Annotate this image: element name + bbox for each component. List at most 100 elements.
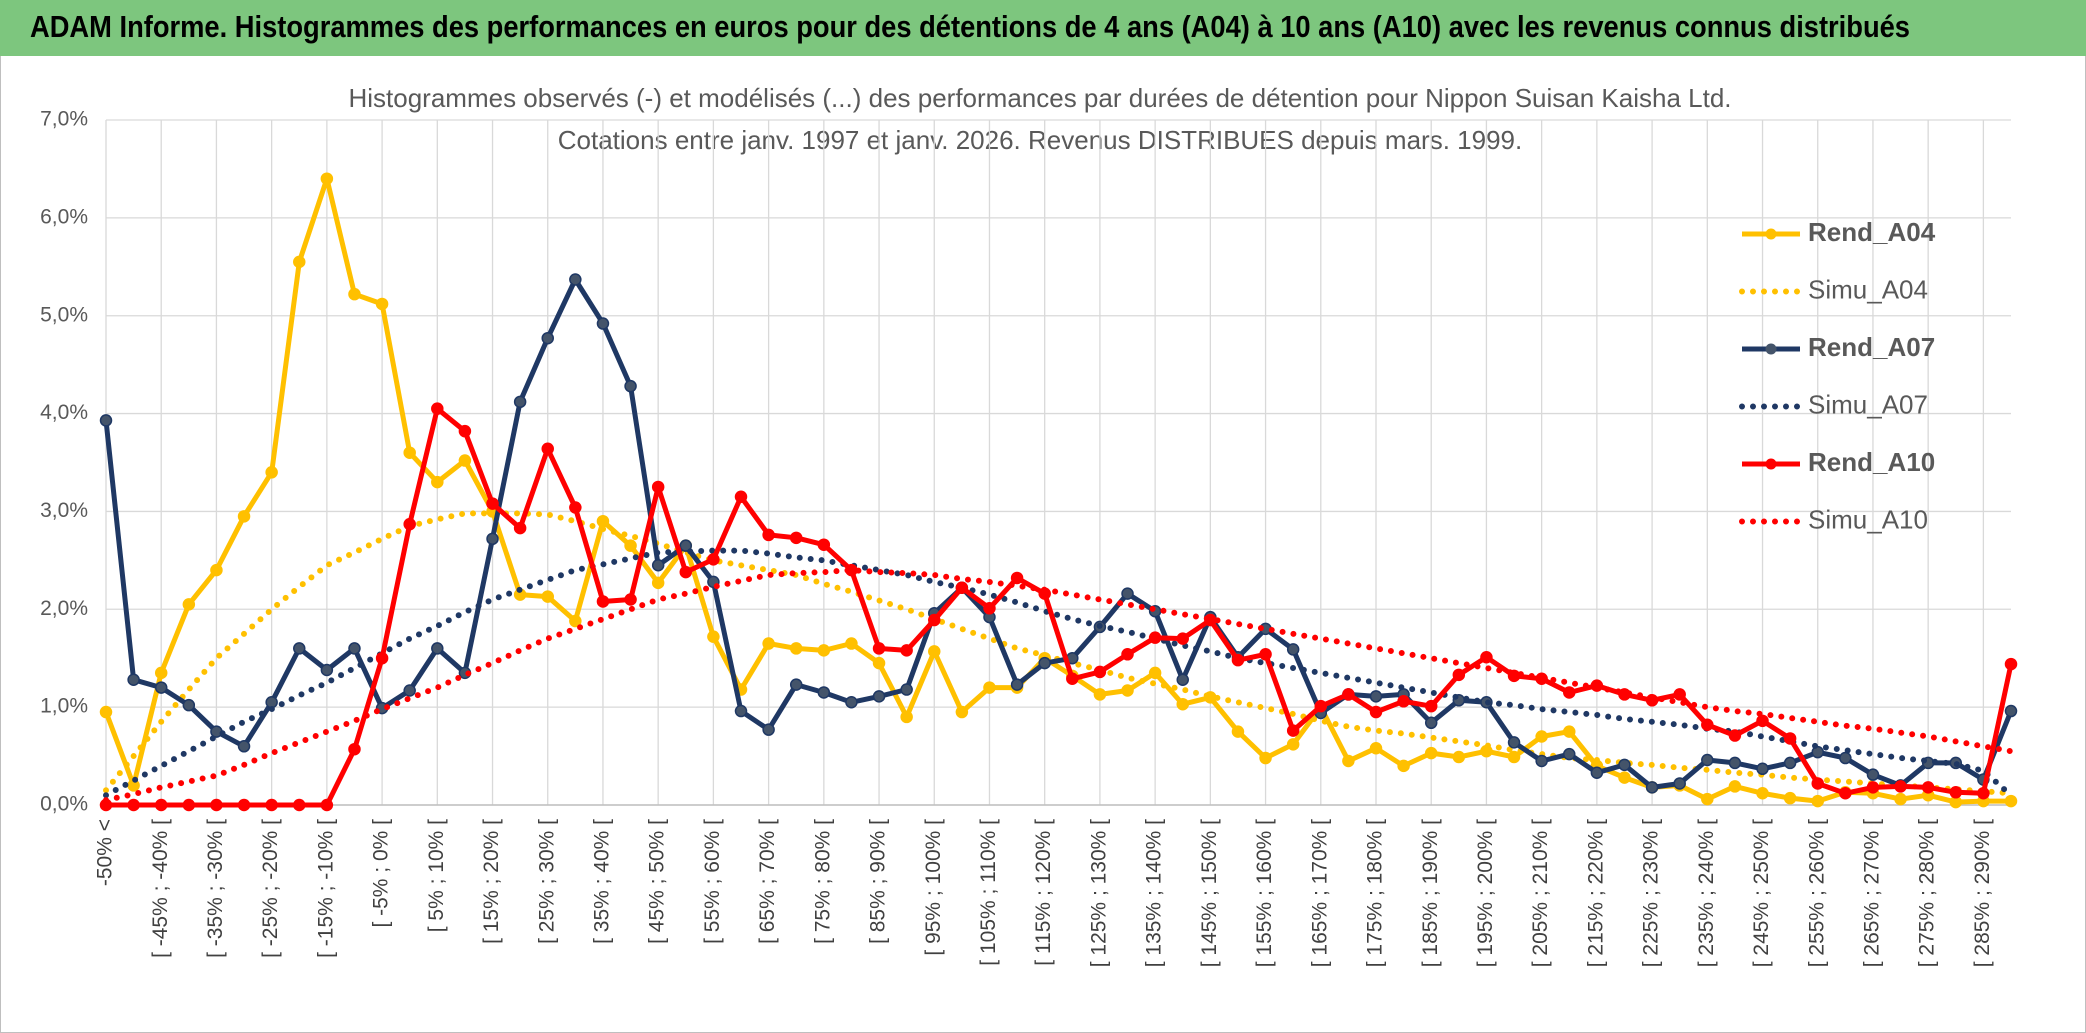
y-tick-label: 1,0% [40,695,88,718]
marker [1369,741,1383,755]
x-tick-label: [ 215% ; 220% [ [1584,819,1607,967]
marker [762,528,775,542]
marker [1701,718,1714,732]
x-tick-label: [ 35% ; 40% [ [591,819,614,944]
marker [1728,729,1742,742]
marker [651,480,665,494]
x-tick-label: [ 115% ; 120% [ [1032,819,1055,966]
x-tick-label: [ 15% ; 20% [ [480,819,503,944]
marker [955,581,969,595]
x-tick-label: [ 165% ; 170% [ [1308,819,1331,967]
marker [1507,736,1521,749]
marker [1176,673,1189,686]
marker [403,517,416,531]
marker [1397,695,1410,708]
y-tick-label: 2,0% [40,597,88,620]
marker [1286,643,1300,656]
marker [265,798,278,812]
marker [1563,725,1576,738]
x-tick-label: [ -5% ; 0% [ [370,819,393,928]
x-tick-label: [ 205% ; 210% [ [1529,819,1552,967]
marker [2004,704,2018,718]
marker [1811,777,1824,790]
marker [541,331,554,345]
marker [1286,738,1300,751]
marker [1176,697,1189,711]
marker [569,273,582,286]
marker [817,644,831,657]
legend-marker [1765,228,1777,240]
marker [1701,792,1714,806]
x-tick-label: -50% < [94,819,117,886]
marker [1369,690,1383,703]
marker [817,538,831,551]
marker [789,678,803,691]
marker [375,297,389,311]
marker [541,590,554,603]
marker [762,723,775,736]
marker [265,466,278,479]
marker [872,642,886,655]
marker [1424,746,1438,760]
marker [569,501,582,514]
marker [900,710,913,724]
marker [1645,781,1659,794]
marker [375,651,389,665]
marker [1977,787,1990,800]
marker [1839,751,1852,765]
marker [348,287,361,301]
header-title: ADAM Informe. Histogrammes des performan… [30,9,1910,44]
marker [651,576,665,590]
marker [154,681,168,694]
x-tick-label: [ 185% ; 190% [ [1419,819,1442,967]
marker [2004,657,2018,671]
marker [1231,653,1245,667]
marker [431,475,444,489]
marker [845,696,858,709]
marker [900,683,913,696]
y-tick-label: 0,0% [40,793,88,816]
x-tick-label: [ 265% ; 270% [ [1861,819,1884,967]
x-tick-label: [ -45% ; -40% [ [149,819,172,958]
marker [651,559,665,572]
x-tick-label: [ 95% ; 100% [ [922,819,945,956]
marker [1783,756,1797,770]
marker [320,172,334,185]
x-tick-label: [ 195% ; 200% [ [1474,819,1497,967]
marker [596,317,610,330]
x-tick-label: [ 155% ; 160% [ [1253,819,1276,967]
x-tick-label: [ -25% ; -20% [ [259,819,282,958]
marker [1286,724,1300,737]
marker [928,613,941,627]
marker [679,565,693,579]
legend-label: Rend_A10 [1808,447,1935,477]
y-tick-label: 4,0% [40,401,88,424]
series-line [106,406,2014,808]
marker [1452,668,1466,682]
x-tick-label: [ 105% ; 110% [ [977,819,1000,966]
marker [1480,650,1493,664]
marker [210,563,223,577]
marker [679,539,693,552]
marker [127,798,140,812]
marker [403,684,416,697]
marker [486,532,499,546]
x-tick-label: [ 5% ; 10% [ [425,819,448,932]
marker [1121,684,1134,697]
marker [513,395,527,409]
marker [320,663,334,677]
marker [513,521,527,535]
marker [1949,786,1963,799]
marker [1563,686,1576,699]
marker [541,442,554,456]
marker [1369,705,1383,719]
marker [1148,631,1162,644]
marker [182,598,196,611]
header-band [0,0,2086,56]
marker [458,454,472,467]
marker [154,798,168,812]
y-tick-label: 5,0% [40,303,88,326]
marker [845,637,858,650]
